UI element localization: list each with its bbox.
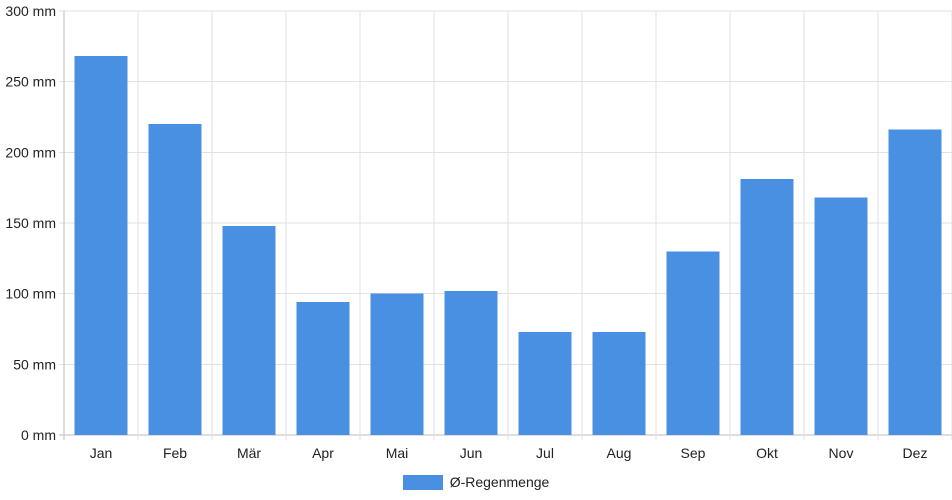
x-tick-label: Apr [312, 445, 334, 461]
y-tick-label: 100 mm [5, 286, 56, 302]
x-tick-label: Sep [681, 445, 706, 461]
x-tick-label: Jan [90, 445, 113, 461]
x-tick-label: Okt [756, 445, 778, 461]
y-tick-label: 200 mm [5, 144, 56, 160]
y-axis-labels: 0 mm 50 mm 100 mm 150 mm 200 mm 250 mm 300 mm [5, 3, 56, 443]
bar-apr[interactable] [296, 302, 350, 435]
bar-mai[interactable] [370, 293, 424, 435]
bar-feb[interactable] [148, 124, 202, 436]
y-tick-label: 0 mm [21, 427, 56, 443]
bar-mär[interactable] [222, 225, 276, 435]
x-tick-label: Nov [829, 445, 854, 461]
x-tick-label: Aug [607, 445, 632, 461]
y-tick-label: 300 mm [5, 3, 56, 19]
legend-swatch [402, 474, 443, 490]
y-tick-label: 250 mm [5, 74, 56, 90]
bar-sep[interactable] [666, 251, 720, 435]
bar-aug[interactable] [592, 331, 646, 435]
y-tick-label: 50 mm [13, 356, 56, 372]
x-tick-label: Mai [386, 445, 409, 461]
legend-item[interactable]: Ø-Regenmenge [402, 474, 550, 490]
chart-legend: Ø-Regenmenge [0, 470, 952, 494]
x-tick-label: Jul [536, 445, 554, 461]
legend-label: Ø-Regenmenge [449, 474, 550, 490]
bar-dez[interactable] [888, 129, 942, 435]
x-tick-label: Mär [237, 445, 261, 461]
bar-okt[interactable] [740, 179, 794, 435]
y-tick-label: 150 mm [5, 215, 56, 231]
x-tick-label: Feb [163, 445, 187, 461]
x-tick-label: Jun [460, 445, 483, 461]
x-axis-labels: Jan Feb Mär Apr Mai Jun Jul Aug Sep Okt Nov Dez [90, 445, 928, 461]
bar-jun[interactable] [444, 290, 498, 435]
bar-nov[interactable] [814, 197, 868, 435]
bar-jul[interactable] [518, 331, 572, 435]
bar-jan[interactable] [74, 56, 128, 436]
x-tick-label: Dez [903, 445, 928, 461]
chart-grid [59, 10, 952, 440]
chart-bars [74, 56, 942, 436]
